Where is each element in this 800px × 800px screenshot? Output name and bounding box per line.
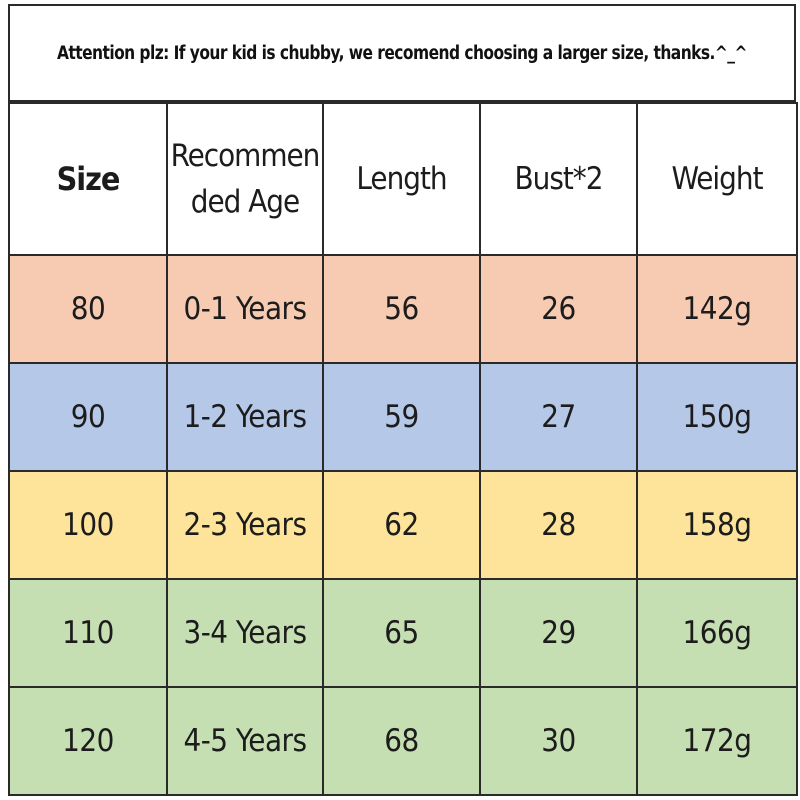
cell-weight: 150g	[636, 362, 798, 472]
cell-age: 4-5 Years	[166, 686, 324, 796]
cell-bust: 28	[479, 470, 638, 580]
cell-age: 3-4 Years	[166, 578, 324, 688]
cell-weight: 142g	[636, 254, 798, 364]
cell-bust: 26	[479, 254, 638, 364]
table-row: 80 0-1 Years 56 26 142g	[8, 254, 798, 364]
cell-length: 62	[322, 470, 481, 580]
cell-bust: 27	[479, 362, 638, 472]
cell-size: 100	[8, 470, 168, 580]
table-row: 120 4-5 Years 68 30 172g	[8, 686, 798, 796]
cell-age: 2-3 Years	[166, 470, 324, 580]
cell-weight: 172g	[636, 686, 798, 796]
header-recommended-age: Recommended Age	[166, 102, 324, 256]
header-weight: Weight	[636, 102, 798, 256]
header-bust: Bust*2	[479, 102, 638, 256]
cell-age: 0-1 Years	[166, 254, 324, 364]
cell-age: 1-2 Years	[166, 362, 324, 472]
cell-weight: 158g	[636, 470, 798, 580]
cell-bust: 30	[479, 686, 638, 796]
header-size: Size	[8, 102, 168, 256]
cell-length: 65	[322, 578, 481, 688]
header-row: Size Recommended Age Length Bust*2 Weigh…	[8, 102, 798, 256]
cell-size: 80	[8, 254, 168, 364]
table-row: 110 3-4 Years 65 29 166g	[8, 578, 798, 688]
cell-length: 56	[322, 254, 481, 364]
cell-size: 120	[8, 686, 168, 796]
cell-size: 90	[8, 362, 168, 472]
cell-bust: 29	[479, 578, 638, 688]
header-length: Length	[322, 102, 481, 256]
table-row: 100 2-3 Years 62 28 158g	[8, 470, 798, 580]
cell-weight: 166g	[636, 578, 798, 688]
header-recommended-age-label: Recommended Age	[170, 138, 321, 220]
cell-length: 59	[322, 362, 481, 472]
cell-size: 110	[8, 578, 168, 688]
attention-notice: Attention plz: If your kid is chubby, we…	[8, 4, 796, 102]
table-row: 90 1-2 Years 59 27 150g	[8, 362, 798, 472]
cell-length: 68	[322, 686, 481, 796]
size-table: Size Recommended Age Length Bust*2 Weigh…	[8, 102, 798, 796]
attention-notice-text: Attention plz: If your kid is chubby, we…	[57, 42, 747, 64]
